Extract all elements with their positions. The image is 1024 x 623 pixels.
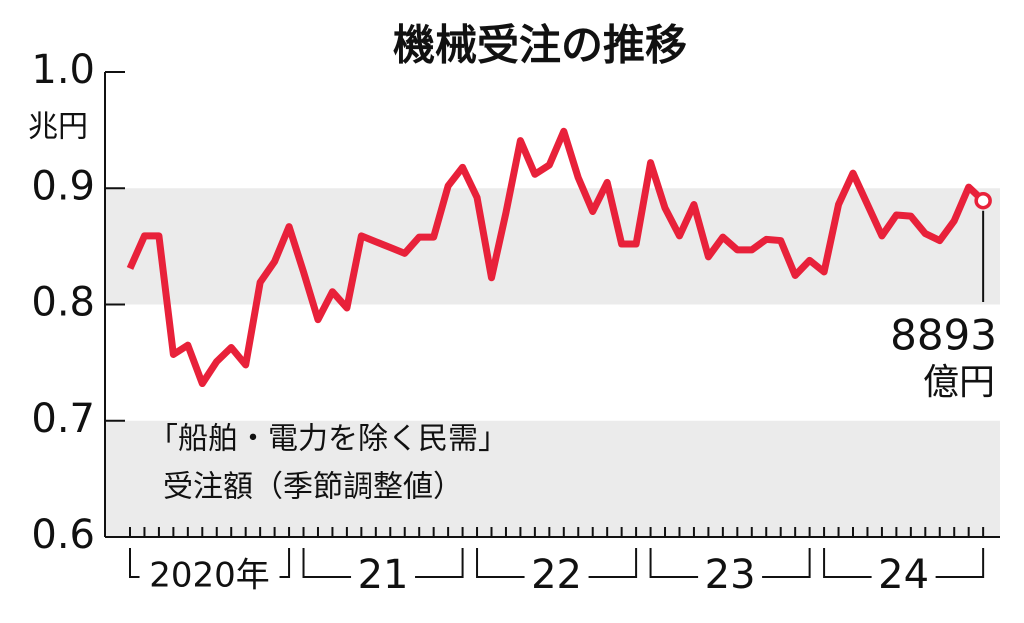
value-label-unit: 億円 [923,362,995,403]
chart-title: 機械受注の推移 [393,21,687,70]
y-unit: 兆円 [28,110,88,145]
year-bracket [823,548,985,578]
y-tick-label: 0.7 [31,396,95,442]
annotation: 「船舶・電力を除く民需」 [148,422,508,457]
end-marker [974,191,992,210]
annotation: 受注額（季節調整値） [163,470,463,505]
year-bracket [649,548,811,578]
x-tick-label: 24 [878,552,929,598]
value-label: 8893 [890,311,997,360]
band [105,188,1000,305]
x-tick-label: 23 [705,552,756,598]
year-bracket [476,548,638,578]
line [126,127,986,388]
year-bracket [129,548,291,578]
x-tick-label: 21 [358,552,409,598]
x-tick-label: 22 [531,552,582,598]
y-tick-label: 0.6 [31,512,95,558]
year-bracket [302,548,464,578]
y-tick-label: 0.9 [31,163,95,209]
y-tick-label: 0.8 [31,280,95,326]
x-tick-label: 2020年 [149,556,270,596]
band [105,420,1000,537]
y-tick-label: 1.0 [31,47,95,93]
